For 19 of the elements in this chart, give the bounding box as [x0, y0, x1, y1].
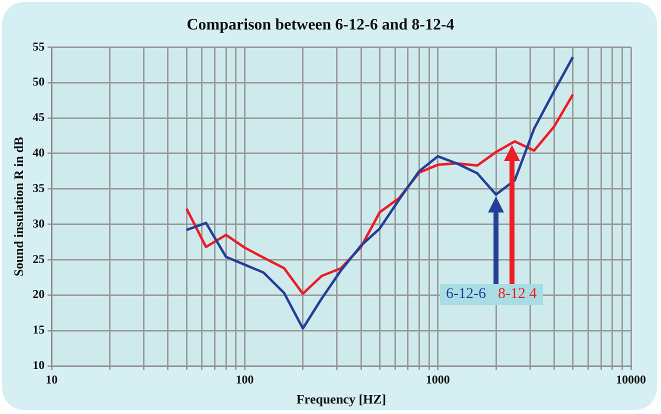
x-axis-title: Frequency [HZ] — [296, 392, 386, 407]
y-tick-label: 35 — [32, 180, 45, 195]
y-axis-title: Sound insulation R in dB — [11, 136, 26, 276]
chart-title: Comparison between 6-12-6 and 8-12-4 — [186, 16, 454, 34]
y-tick-label: 15 — [32, 322, 45, 337]
y-tick-label: 40 — [32, 146, 45, 160]
x-tick-label: 10 — [46, 372, 58, 386]
y-tick-label: 45 — [32, 110, 45, 124]
y-tick-label: 30 — [32, 216, 45, 230]
y-tick-label: 55 — [32, 39, 45, 54]
y-tick-label: 25 — [32, 252, 45, 266]
x-tick-label: 1000 — [426, 372, 450, 386]
y-tick-label: 10 — [32, 358, 45, 372]
x-tick-label: 10000 — [616, 372, 646, 386]
y-tick-label: 20 — [32, 287, 45, 302]
y-tick-label: 50 — [32, 74, 45, 89]
x-tick-label: 100 — [236, 372, 254, 386]
text: 8-12 4 — [498, 286, 537, 302]
text: 6-12-6 — [446, 286, 486, 302]
